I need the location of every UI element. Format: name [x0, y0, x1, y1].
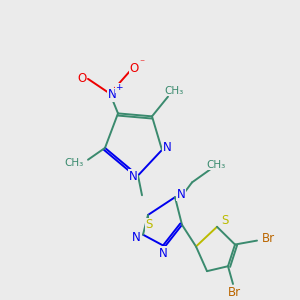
Text: CH₃: CH₃	[164, 86, 184, 96]
Text: N: N	[129, 170, 137, 183]
Text: S: S	[221, 214, 229, 227]
Text: +: +	[115, 83, 123, 92]
Text: CH₃: CH₃	[206, 160, 226, 170]
Text: N: N	[108, 88, 116, 101]
Text: N: N	[159, 247, 167, 260]
Text: N: N	[132, 231, 140, 244]
Text: Br: Br	[261, 232, 274, 245]
Text: Br: Br	[227, 286, 241, 299]
Text: CH₃: CH₃	[64, 158, 84, 168]
Text: N: N	[163, 141, 171, 154]
Text: S: S	[145, 218, 153, 231]
Text: ⁻: ⁻	[140, 58, 145, 68]
Text: N: N	[177, 188, 185, 201]
Text: O: O	[77, 72, 87, 86]
Text: O: O	[129, 61, 139, 74]
